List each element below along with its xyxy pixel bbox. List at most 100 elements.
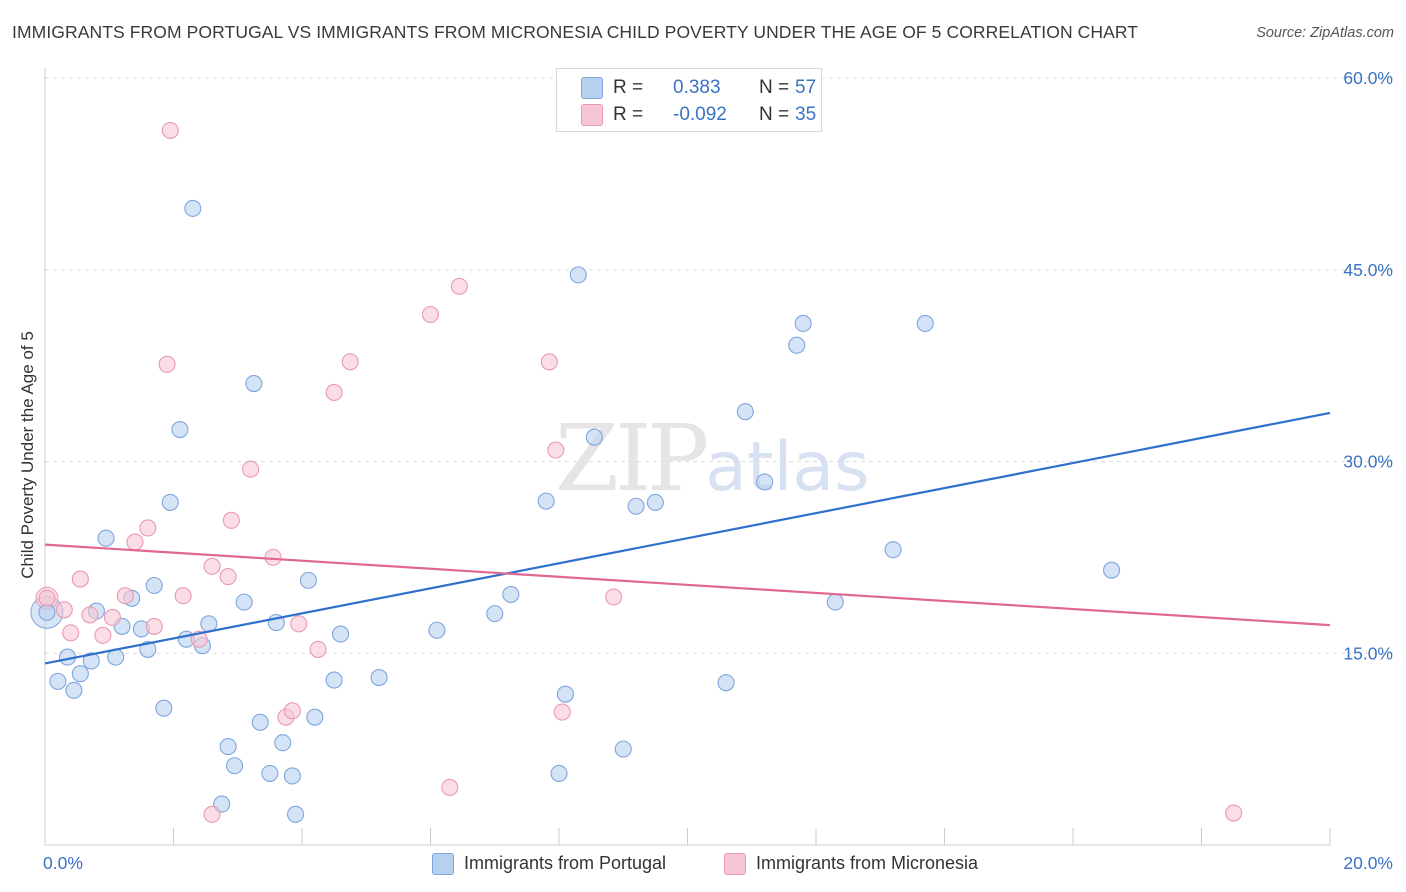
y-tick-label: 15.0% bbox=[1343, 643, 1393, 663]
legend-n-label: N = bbox=[759, 77, 790, 98]
portugal-point bbox=[235, 593, 253, 611]
micronesia-point bbox=[126, 533, 144, 551]
micronesia-point bbox=[341, 353, 359, 371]
portugal-point bbox=[225, 757, 244, 775]
legend-r-value: 0.383 bbox=[673, 77, 721, 98]
portugal-point bbox=[788, 336, 806, 354]
x-tick-label: 0.0% bbox=[43, 853, 83, 873]
micronesia-point bbox=[1225, 804, 1243, 822]
micronesia-point bbox=[283, 702, 301, 720]
portugal-point bbox=[261, 764, 279, 782]
portugal-point bbox=[82, 652, 100, 670]
portugal-point bbox=[287, 805, 305, 823]
portugal-point bbox=[245, 374, 263, 393]
portugal-point bbox=[274, 734, 292, 752]
portugal-point bbox=[184, 199, 202, 217]
portugal-point bbox=[916, 314, 934, 332]
micronesia-point bbox=[309, 640, 327, 658]
micronesia-point bbox=[139, 519, 157, 537]
micronesia-point bbox=[55, 601, 73, 619]
micronesia-point bbox=[62, 624, 80, 642]
portugal-point bbox=[71, 665, 89, 683]
source-label: Source: ZipAtlas.com bbox=[1256, 25, 1394, 41]
y-tick-label: 60.0% bbox=[1343, 68, 1393, 88]
portugal-point bbox=[325, 671, 343, 689]
portugal-point bbox=[486, 605, 504, 623]
legend-swatch-micronesia bbox=[581, 104, 603, 126]
micronesia-point bbox=[540, 353, 558, 371]
portugal-point bbox=[826, 593, 844, 611]
portugal-point bbox=[155, 699, 173, 717]
portugal-point bbox=[794, 314, 812, 332]
micronesia-point bbox=[116, 587, 134, 605]
legend-r-value: -0.092 bbox=[673, 104, 727, 125]
portugal-point bbox=[756, 473, 774, 491]
micronesia-point bbox=[219, 567, 237, 586]
portugal-point bbox=[299, 571, 317, 589]
portugal-point bbox=[614, 740, 632, 758]
portugal-point bbox=[585, 428, 603, 446]
micronesia-point bbox=[158, 355, 176, 373]
legend-n-value: 57 bbox=[795, 77, 817, 98]
micronesia-point bbox=[421, 305, 440, 324]
portugal-point bbox=[145, 576, 163, 595]
bottom-legend-label-micronesia: Immigrants from Micronesia bbox=[756, 853, 979, 873]
portugal-point bbox=[1103, 561, 1121, 579]
portugal-point bbox=[219, 738, 237, 756]
portugal-point bbox=[65, 681, 83, 699]
portugal-trend-line bbox=[44, 411, 1331, 665]
legend-n-value: 35 bbox=[795, 104, 817, 125]
micronesia-point bbox=[145, 617, 163, 635]
micronesia-point bbox=[174, 587, 192, 605]
bottom-legend-swatch-micronesia bbox=[724, 853, 746, 875]
portugal-point bbox=[627, 497, 645, 515]
portugal-point bbox=[550, 764, 568, 782]
bottom-legend-label-portugal: Immigrants from Portugal bbox=[464, 853, 667, 873]
portugal-point bbox=[306, 708, 324, 726]
portugal-point bbox=[161, 493, 179, 511]
micronesia-point bbox=[450, 277, 468, 295]
portugal-point bbox=[646, 493, 664, 511]
micronesia-point bbox=[203, 557, 221, 575]
portugal-point bbox=[717, 674, 735, 692]
portugal-point bbox=[736, 403, 754, 421]
x-tick-label: 20.0% bbox=[1343, 853, 1393, 873]
portugal-point bbox=[49, 672, 67, 690]
portugal-point bbox=[370, 668, 388, 687]
y-tick-label: 30.0% bbox=[1343, 452, 1393, 472]
micronesia-point bbox=[94, 626, 112, 644]
bottom-legend-swatch-portugal bbox=[432, 853, 454, 875]
portugal-point bbox=[569, 266, 587, 284]
micronesia-point bbox=[81, 606, 99, 624]
micronesia-point bbox=[222, 511, 240, 529]
micronesia-point bbox=[441, 778, 459, 797]
micronesia-point bbox=[547, 441, 565, 459]
portugal-point bbox=[283, 767, 301, 785]
legend-n-label: N = bbox=[759, 104, 790, 125]
portugal-point bbox=[556, 685, 574, 703]
portugal-point bbox=[537, 492, 555, 510]
micronesia-point bbox=[203, 805, 221, 823]
legend-r-label: R = bbox=[613, 104, 644, 125]
micronesia-point bbox=[605, 588, 623, 606]
portugal-point bbox=[97, 529, 115, 547]
portugal-point bbox=[428, 621, 446, 639]
portugal-point bbox=[139, 640, 157, 658]
portugal-point bbox=[251, 713, 269, 731]
legend-r-label: R = bbox=[613, 77, 644, 98]
stats-legend: R = 0.383 N = 57 R = -0.092 N = 35 bbox=[556, 68, 822, 132]
y-tick-label: 45.0% bbox=[1343, 260, 1393, 280]
chart-title: IMMIGRANTS FROM PORTUGAL VS IMMIGRANTS F… bbox=[12, 22, 1139, 42]
micronesia-point bbox=[71, 570, 89, 588]
micronesia-point bbox=[242, 460, 260, 478]
micronesia-point bbox=[325, 383, 343, 402]
micronesia-point bbox=[103, 608, 122, 627]
portugal-point bbox=[502, 585, 520, 603]
micronesia-point bbox=[290, 615, 308, 633]
micronesia-trend-line bbox=[44, 543, 1331, 627]
portugal-point bbox=[171, 420, 189, 439]
micronesia-point bbox=[264, 548, 282, 566]
portugal-point bbox=[331, 625, 350, 643]
legend-swatch-portugal bbox=[581, 77, 603, 99]
